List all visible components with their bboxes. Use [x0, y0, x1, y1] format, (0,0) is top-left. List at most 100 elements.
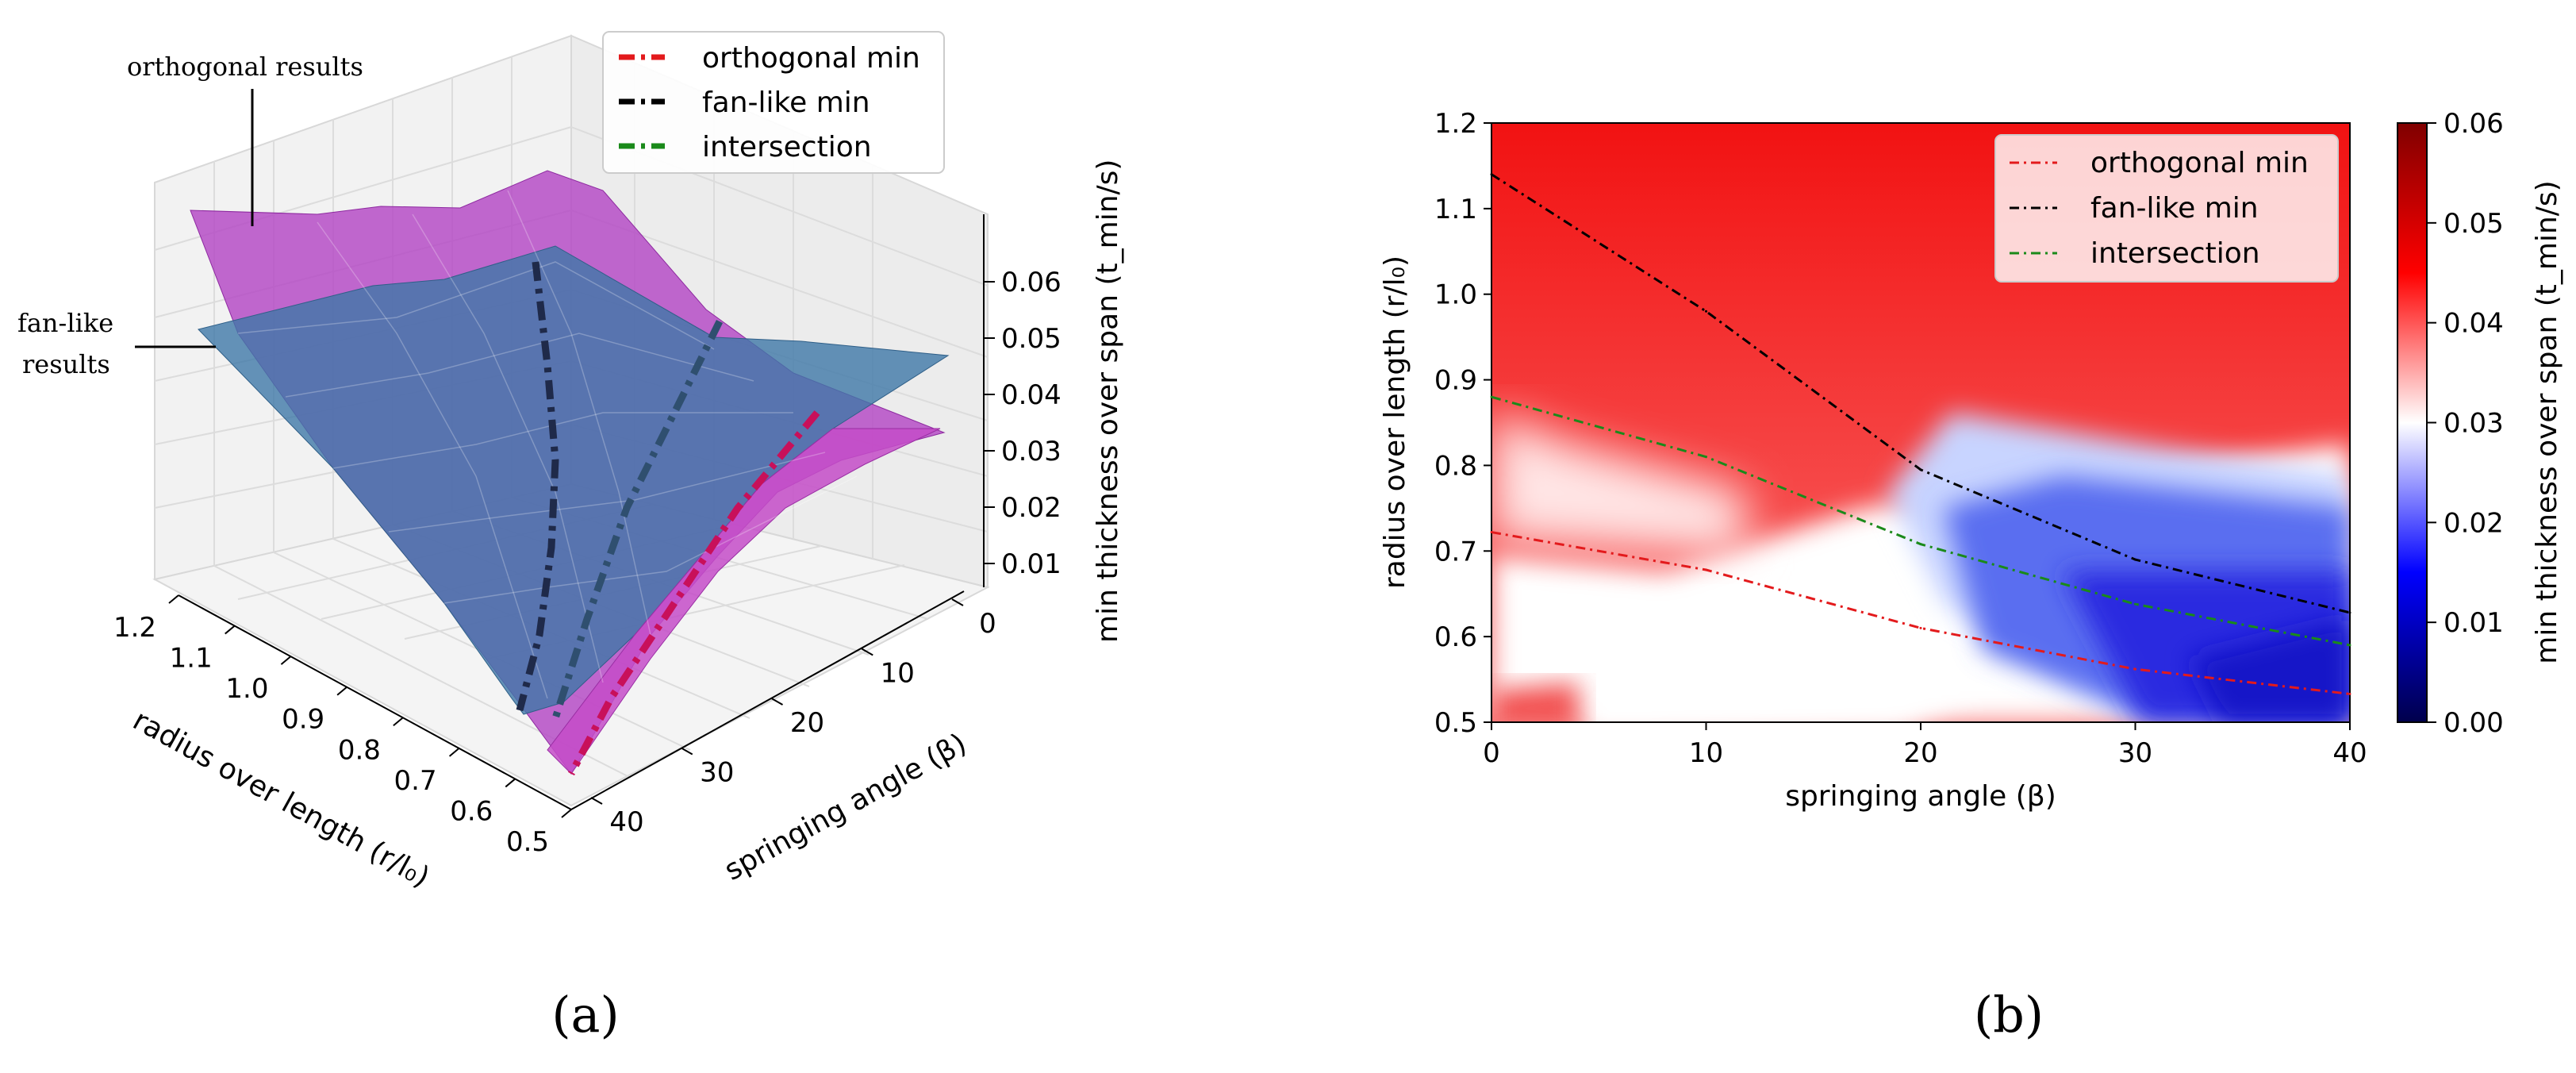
beta-tick-mark — [771, 698, 783, 706]
caption-b: (b) — [1974, 986, 2044, 1044]
series-point — [2348, 611, 2351, 614]
heatmap-x-ticks: 0 10 20 30 40 — [1483, 722, 2367, 769]
annotation-fanlike: fan-like — [17, 308, 113, 338]
colorbar-ticks: 0.00 0.01 0.02 0.03 0.04 0.05 0.06 — [2427, 108, 2504, 739]
z-tick-label: 0.04 — [1001, 379, 1061, 411]
z-tick-label: 0.02 — [1001, 492, 1061, 524]
colorbar-tick-label: 0.02 — [2444, 507, 2504, 539]
colorbar — [2397, 122, 2428, 723]
colorbar-tick-label: 0.01 — [2444, 607, 2504, 639]
intersection-curve-3d — [551, 320, 724, 720]
r-tick-label: 1.0 — [225, 673, 268, 705]
y-tick-label: 0.9 — [1434, 365, 1477, 397]
y-tick-label: 0.8 — [1434, 450, 1477, 482]
heatmap-lines — [1490, 173, 2351, 695]
legend-a-fanlike: fan-like min — [702, 87, 870, 119]
a-zlabel: min thickness over span (t_min/s) — [1092, 160, 1124, 643]
annotation-results: results — [22, 349, 110, 379]
colorbar-tick-label: 0.05 — [2444, 208, 2504, 240]
y-tick-label: 0.7 — [1434, 536, 1477, 567]
series-point — [1919, 543, 1922, 546]
colorbar-tick-label: 0.06 — [2444, 108, 2504, 140]
x-tick-label: 30 — [2118, 737, 2152, 769]
r-tick-label: 0.9 — [282, 704, 324, 736]
annotation-orthogonal-results: orthogonal results — [127, 52, 363, 82]
legend-a-orthogonal: orthogonal min — [702, 42, 920, 75]
a-ylabel: springing angle (β) — [719, 727, 972, 886]
r-tick-mark — [561, 809, 572, 818]
beta-tick-mark — [951, 598, 964, 606]
y-tick-label: 0.5 — [1434, 707, 1477, 739]
r-tick-mark — [505, 778, 516, 788]
r-tick-label: 1.1 — [170, 643, 213, 675]
r-tick-label: 0.6 — [450, 795, 493, 827]
legend-b-fanlike: fan-like min — [2090, 192, 2259, 225]
y-tick-label: 1.0 — [1434, 279, 1477, 311]
beta-tick-label: 0 — [979, 608, 996, 640]
series-line-orthogonal-min — [1491, 531, 2351, 695]
beta-tick-mark — [861, 648, 873, 656]
r-tick-mark — [168, 594, 179, 604]
series-point — [1705, 456, 1707, 459]
beta-tick-label: 20 — [790, 707, 824, 739]
series-point — [1919, 626, 1922, 629]
beta-tick-mark — [681, 747, 693, 756]
legend-a-intersection: intersection — [702, 131, 872, 163]
caption-a: (a) — [551, 986, 619, 1044]
orthogonal-min-curve-3d — [568, 410, 820, 776]
legend-b-orthogonal: orthogonal min — [2090, 147, 2309, 179]
colorbar-tick-label: 0.00 — [2444, 707, 2504, 739]
r-tick-mark — [393, 717, 404, 727]
series-point — [1490, 531, 1493, 534]
legend-b: orthogonal min fan-like min intersection — [1994, 134, 2339, 283]
beta-tick-label: 40 — [609, 806, 643, 838]
series-point — [2134, 667, 2136, 671]
series-point — [1705, 310, 1707, 313]
series-point — [1919, 468, 1922, 471]
r-tick-mark — [280, 656, 292, 665]
r-tick-label: 0.5 — [506, 826, 549, 858]
z-tick-label: 0.01 — [1001, 548, 1061, 580]
x-tick-label: 10 — [1689, 737, 1723, 769]
r-tick-label: 1.2 — [113, 612, 156, 644]
fanlike-min-curve-3d — [516, 261, 559, 712]
beta-tick-label: 30 — [700, 757, 734, 789]
colorbar-tick-label: 0.03 — [2444, 408, 2504, 440]
r-tick-mark — [225, 625, 236, 635]
surface-mesh — [237, 190, 858, 699]
b-xlabel: springing angle (β) — [1785, 780, 2056, 813]
beta-tick-label: 10 — [881, 658, 915, 690]
z-axis-ticks: 0.01 0.02 0.03 0.04 0.05 0.06 — [984, 267, 1061, 580]
y-tick-label: 0.6 — [1434, 621, 1477, 653]
z-tick-label: 0.03 — [1001, 436, 1061, 467]
heatmap-y-ticks: 0.5 0.6 0.7 0.8 0.9 1.0 1.1 1.2 — [1434, 108, 1491, 739]
y-tick-label: 1.1 — [1434, 194, 1477, 225]
y-tick-label: 1.2 — [1434, 108, 1477, 140]
series-point — [2134, 558, 2136, 561]
x-tick-label: 40 — [2332, 737, 2367, 769]
r-tick-label: 0.8 — [338, 734, 381, 766]
series-point — [1490, 173, 1493, 176]
beta-tick-mark — [590, 797, 603, 805]
series-point — [2348, 644, 2351, 647]
beta-axis-ticks: 0 10 20 30 40 — [590, 598, 996, 838]
x-tick-label: 0 — [1483, 737, 1500, 769]
colorbar-label: min thickness over span (t_min/s) — [2531, 180, 2563, 663]
series-point — [2134, 602, 2136, 606]
b-ylabel: radius over length (r/l₀) — [1379, 256, 1411, 589]
series-point — [2348, 692, 2351, 695]
r-tick-mark — [448, 748, 460, 757]
r-tick-label: 0.7 — [394, 765, 437, 797]
series-point — [1705, 568, 1707, 571]
x-tick-label: 20 — [1903, 737, 1937, 769]
colorbar-tick-label: 0.04 — [2444, 308, 2504, 340]
panel-b-heatmap: 0 10 20 30 40 0.5 0.6 0.7 0.8 0.9 1.0 1.1 1.2 sprin… — [1379, 108, 2563, 1044]
r-axis-ticks: 1.2 1.1 1.0 0.9 0.8 0.7 0.6 0.5 — [113, 594, 572, 858]
z-tick-label: 0.06 — [1001, 267, 1061, 298]
z-tick-label: 0.05 — [1001, 323, 1061, 355]
r-tick-mark — [336, 686, 347, 696]
legend-b-intersection: intersection — [2090, 237, 2260, 270]
series-point — [1490, 395, 1493, 398]
